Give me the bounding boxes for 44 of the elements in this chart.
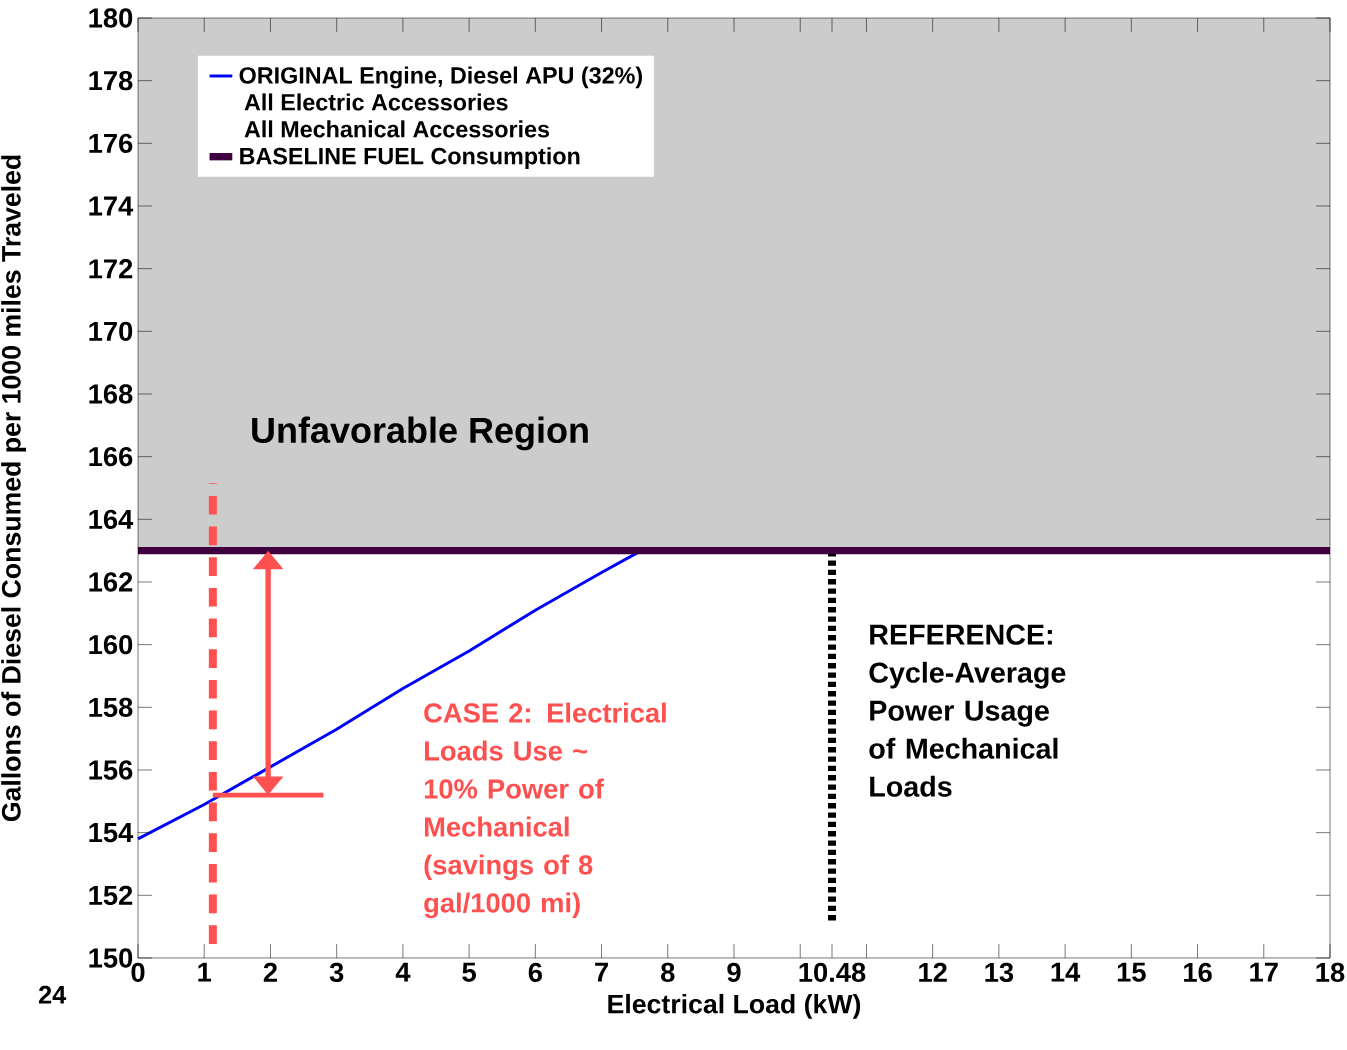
y-tick-label: 152: [89, 885, 133, 905]
y-tick-label: 176: [89, 133, 133, 154]
x-tick-label: 7: [595, 962, 608, 982]
annotation: All Electric Accessories: [244, 93, 508, 111]
x-tick-label: 2: [263, 962, 277, 982]
x-tick-label: 10.48: [799, 962, 866, 983]
y-tick-label: 174: [89, 196, 134, 216]
x-tick-label: 15: [1117, 962, 1146, 982]
ref-line-label: REFERENCE: Cycle-Average Power Usage of Mechanical Loads: [869, 624, 1066, 797]
annotation: All Mechanical Accessories: [244, 120, 550, 138]
y-tick-label: 162: [89, 572, 133, 592]
x-tick-label: 5: [462, 962, 476, 982]
x-tick-label: 9: [727, 962, 741, 983]
x-tick-label: 3: [329, 962, 344, 983]
x-axis-title: Electrical Load (kW): [608, 993, 861, 1019]
y-tick-label: 172: [89, 259, 133, 279]
x-tick-label: 4: [395, 962, 411, 982]
legend-label: ORIGINAL Engine, Diesel APU (32%): [239, 66, 642, 89]
y-axis-title: Gallons of Diesel Consumed per 1000 miles Traveled: [1, 155, 27, 822]
x-tick-label: 18: [1316, 962, 1345, 983]
y-tick-label: 154: [89, 823, 134, 843]
x-tick-label: 0: [131, 962, 145, 983]
y-tick-label: 180: [89, 8, 133, 28]
annotation: CASE 2: Electrical Loads Use ~ 10% Power of Mechanical (savings of 8 gal/1000 mi): [424, 702, 666, 919]
y-tick-label: 178: [89, 70, 133, 91]
band-label: Unfavorable Region: [252, 416, 588, 451]
x-tick-label: 8: [661, 962, 675, 983]
y-tick-label: 164: [89, 509, 134, 529]
legend-label: BASELINE FUEL Consumption: [240, 147, 580, 169]
x-tick-label: 16: [1184, 962, 1212, 983]
x-tick-label: 17: [1250, 962, 1278, 982]
x-tick-label: 1: [198, 962, 212, 982]
y-tick-label: 168: [89, 384, 133, 404]
y-tick-label: 156: [89, 760, 133, 780]
y-tick-label: 150: [89, 948, 133, 968]
x-tick-label: 13: [985, 962, 1014, 983]
y-tick-label: 158: [89, 697, 133, 717]
x-tick-label: 14: [1051, 962, 1081, 982]
x-tick-label: 12: [919, 962, 947, 982]
text: 24: [38, 985, 67, 1004]
y-tick-label: 160: [89, 634, 133, 655]
y-tick-label: 170: [89, 321, 133, 341]
x-tick-label: 6: [528, 962, 542, 983]
y-tick-label: 166: [89, 446, 133, 467]
